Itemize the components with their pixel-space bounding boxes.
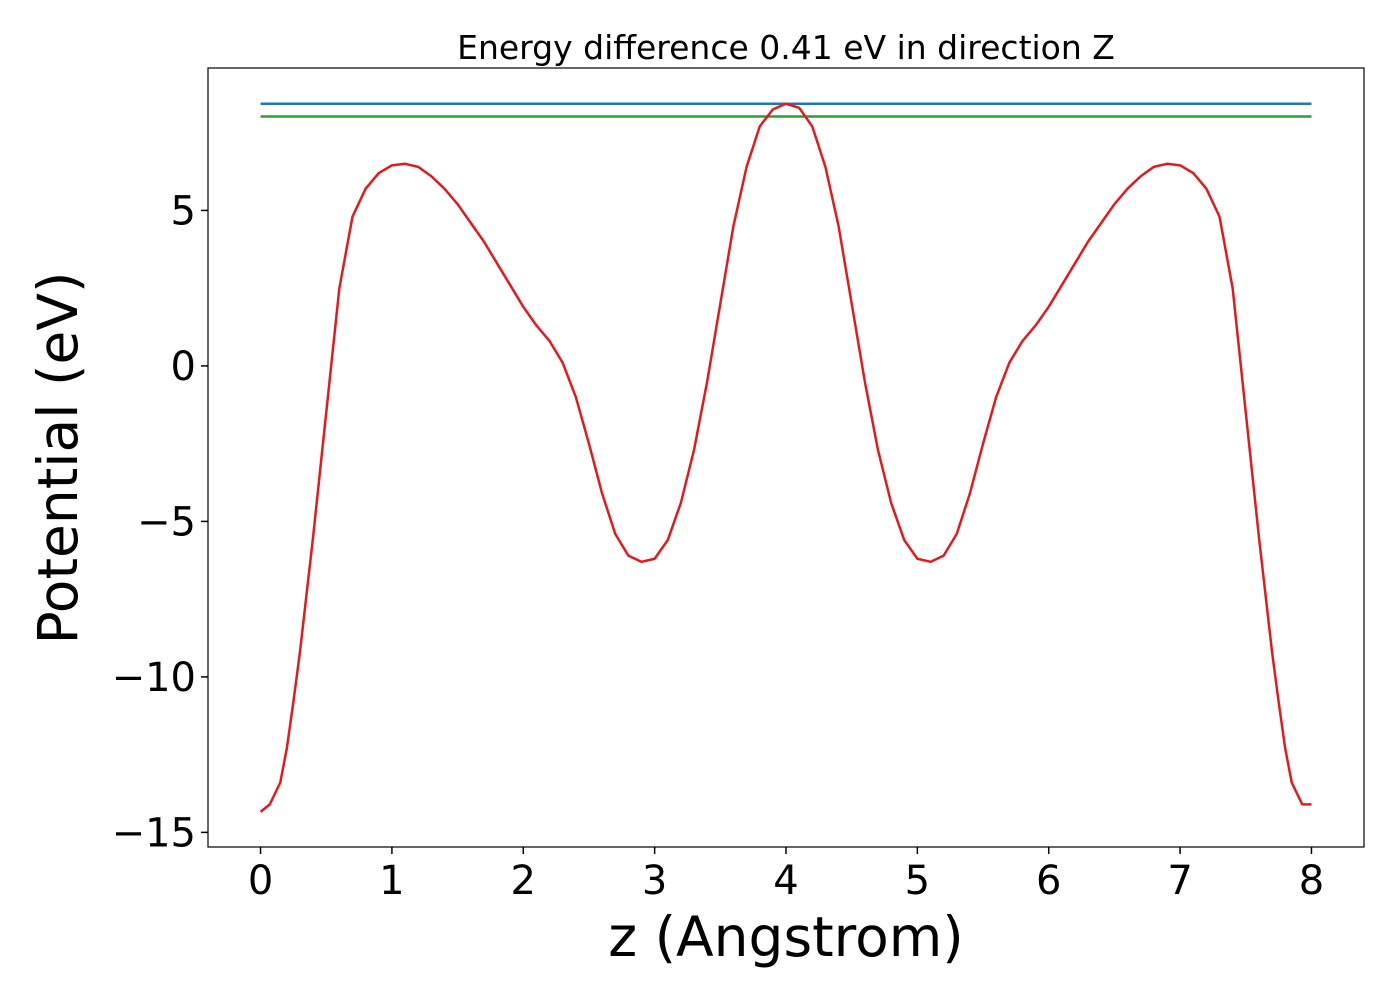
- y-tick-label: −15: [112, 810, 196, 856]
- x-tick-label: 0: [248, 858, 273, 904]
- y-tick-label: 5: [171, 188, 196, 234]
- x-tick-label: 6: [1036, 858, 1061, 904]
- x-tick-label: 7: [1167, 858, 1192, 904]
- plot-frame: [207, 67, 1365, 848]
- y-tick-label: −10: [112, 655, 196, 701]
- series-line: [259, 102, 1312, 813]
- x-tick-label: 2: [511, 858, 536, 904]
- chart-title: Energy difference 0.41 eV in direction Z: [457, 28, 1115, 67]
- x-tick-label: 8: [1299, 858, 1324, 904]
- y-tick-label: 0: [171, 344, 196, 390]
- x-tick-label: 5: [905, 858, 930, 904]
- x-tick-label: 4: [773, 858, 798, 904]
- y-axis-label: Potential (eV): [26, 272, 90, 645]
- x-axis-label: z (Angstrom): [608, 905, 964, 969]
- x-tick-label: 3: [642, 858, 667, 904]
- y-tick-label: −5: [137, 499, 196, 545]
- x-tick-label: 1: [379, 858, 404, 904]
